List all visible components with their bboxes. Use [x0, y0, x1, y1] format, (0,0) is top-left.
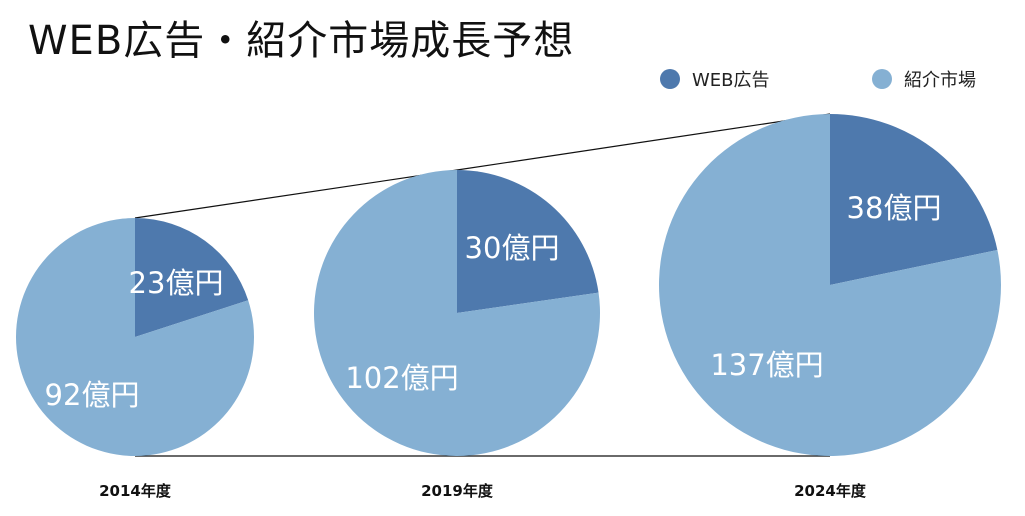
pie-0-slice-1 — [15, 218, 254, 456]
pie-2-slice-1 — [658, 114, 1001, 457]
pie-2-slice-0-label: 38億円 — [847, 191, 942, 225]
pie-1-slice-0-label: 30億円 — [465, 231, 560, 265]
pie-1-slice-1 — [313, 170, 601, 457]
pie-0-slice-1-label: 92億円 — [45, 378, 140, 412]
legend-swatch-web — [660, 69, 680, 89]
pie-2-slice-1-label: 137億円 — [710, 348, 823, 382]
legend-label-referral: 紹介市場 — [904, 70, 976, 91]
legend-item-web: WEB広告 — [660, 66, 770, 92]
pie-0-slice-0-label: 23億円 — [129, 266, 224, 300]
pie-2-slice-0 — [830, 114, 998, 285]
chart-title: WEB広告・紹介市場成長予想 — [28, 18, 575, 64]
pie-0-year-label: 2014年度 — [99, 482, 172, 500]
legend-item-referral: 紹介市場 — [872, 66, 976, 92]
legend-swatch-referral — [872, 69, 892, 89]
legend: WEB広告 紹介市場 — [660, 66, 1020, 96]
pie-2-year-label: 2024年度 — [794, 482, 867, 500]
pie-0-slice-0 — [135, 218, 249, 337]
pie-1-slice-1-label: 102億円 — [345, 361, 458, 395]
pie-1-year-label: 2019年度 — [421, 482, 494, 500]
legend-label-web: WEB広告 — [692, 70, 770, 91]
pie-1-slice-0 — [457, 170, 599, 313]
